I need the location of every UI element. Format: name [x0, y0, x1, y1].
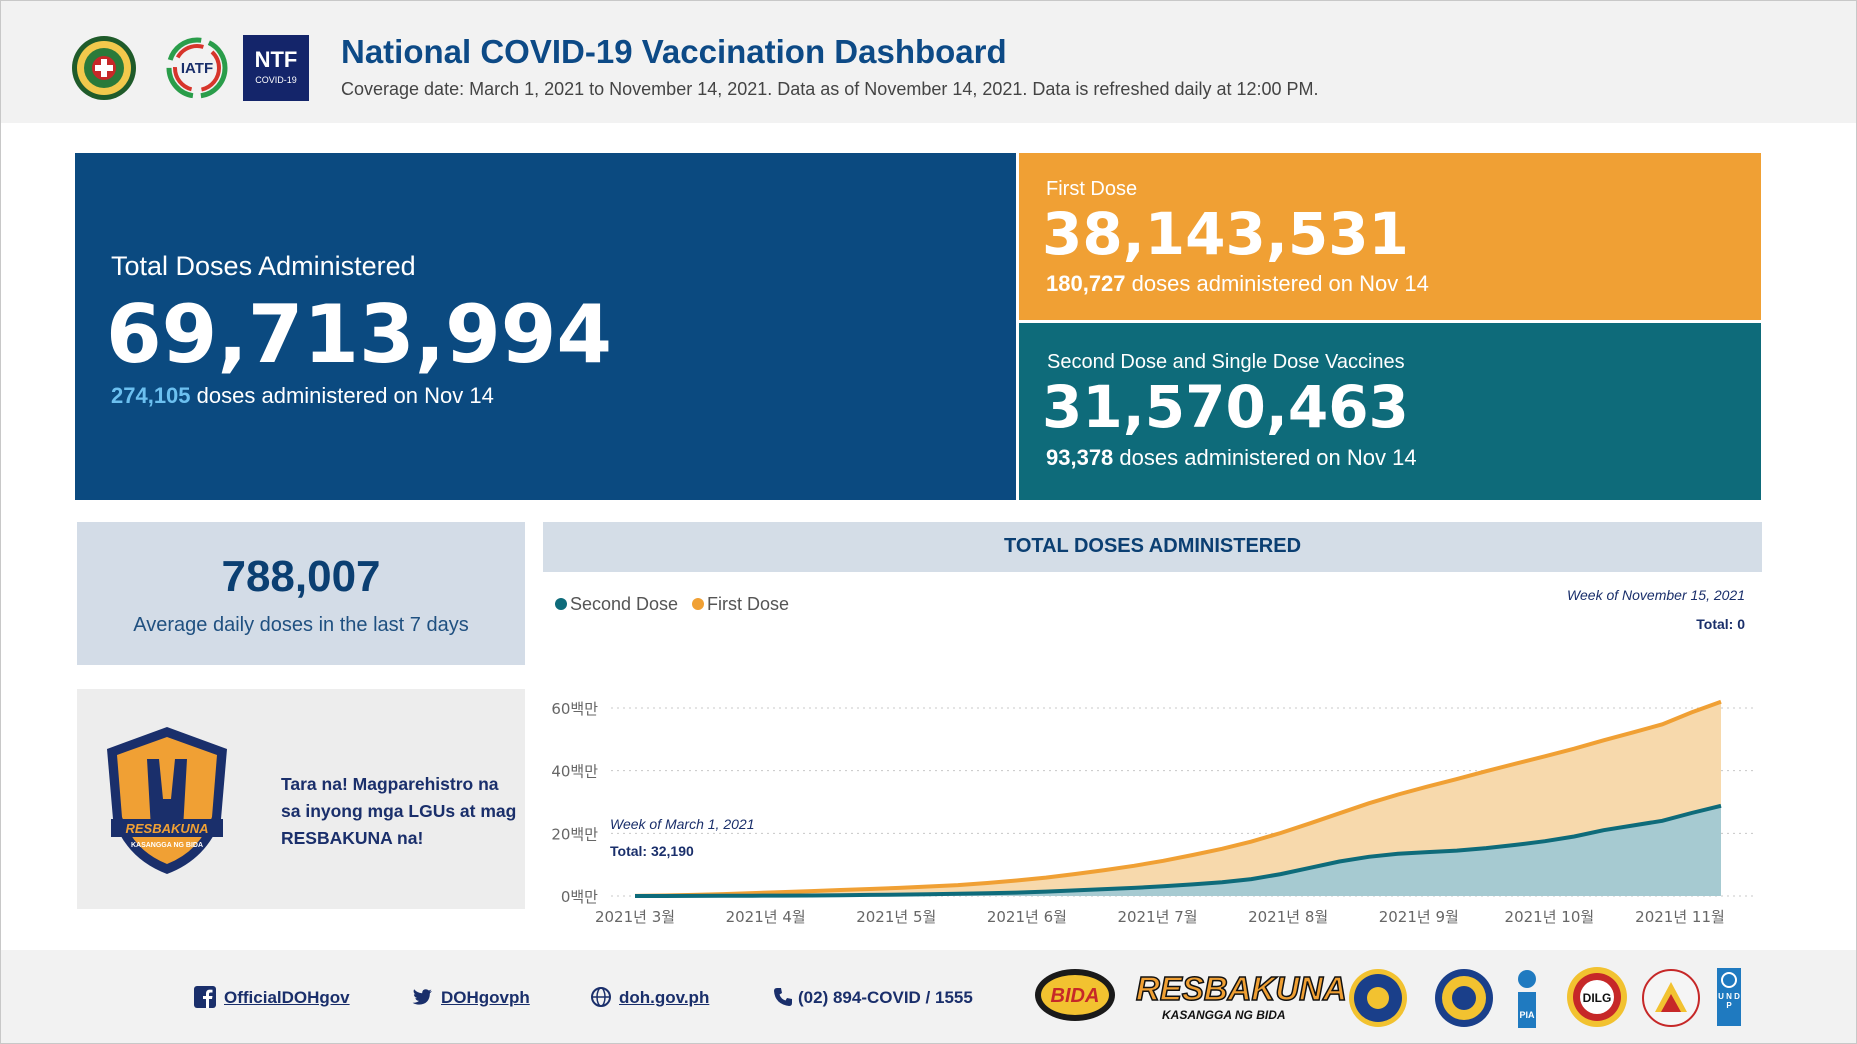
twitter-icon: [412, 989, 432, 1005]
second-dose-daily-suffix: doses administered on Nov 14: [1119, 445, 1417, 470]
x-tick-label: 2021년 4월: [726, 908, 806, 926]
resbakuna-badge-text: RESBAKUNA: [125, 821, 208, 836]
x-tick-label: 2021년 7월: [1117, 908, 1197, 926]
first-dose-value: 38,143,531: [1042, 200, 1409, 268]
first-dose-tile: First Dose 38,143,531 180,727 doses admi…: [1019, 153, 1761, 320]
iatf-logo-text: IATF: [181, 60, 213, 77]
second-dose-daily: 93,378 doses administered on Nov 14: [1046, 445, 1417, 471]
end-annotation-total: Total: 0: [1696, 616, 1745, 632]
first-dose-daily: 180,727 doses administered on Nov 14: [1046, 271, 1429, 297]
undp-logo: U N D P: [1717, 968, 1741, 1026]
vaccination-area-chart: Second Dose First Dose 0백만 20백만 40백만 60백만 2…: [551, 587, 1753, 926]
coverage-date: Coverage date: March 1, 2021 to November…: [341, 79, 1319, 99]
start-annotation-title: Week of March 1, 2021: [610, 816, 754, 832]
bida-logo: BIDA: [1035, 969, 1115, 1021]
x-tick-label: 2021년 9월: [1379, 908, 1459, 926]
chart-title: TOTAL DOSES ADMINISTERED: [543, 522, 1762, 572]
start-annotation-total: Total: 32,190: [610, 843, 694, 859]
legend-first-dose-label: First Dose: [707, 594, 789, 614]
page-title: National COVID-19 Vaccination Dashboard: [341, 33, 1007, 70]
legend-first-dose-marker: [692, 598, 704, 610]
y-tick-label: 0백만: [561, 888, 598, 906]
y-tick-label: 20백만: [551, 825, 598, 843]
twitter-link[interactable]: DOHgovph: [441, 988, 530, 1007]
phone-icon: [774, 988, 792, 1006]
total-doses-daily-count: 274,105: [111, 383, 191, 408]
legend-second-dose-marker: [555, 598, 567, 610]
second-dose-line: [635, 803, 1722, 898]
average-daily-card: 788,007 Average daily doses in the last …: [77, 522, 525, 665]
total-doses-daily: 274,105 doses administered on Nov 14: [111, 383, 494, 409]
doh-seal-logo: [72, 36, 136, 100]
end-annotation-title: Week of November 15, 2021: [1567, 587, 1745, 603]
second-dose-label: Second Dose and Single Dose Vaccines: [1047, 351, 1405, 373]
hotline-number: (02) 894-COVID / 1555: [798, 988, 973, 1007]
pia-logo-bar: [1518, 992, 1536, 1028]
pia-logo-dot: [1518, 970, 1536, 988]
pia-seal-logo: [1435, 969, 1493, 1027]
second-dose-daily-count: 93,378: [1046, 445, 1114, 470]
undp-logo-text: U N D P: [1718, 992, 1740, 1010]
total-doses-value: 69,713,994: [106, 288, 613, 381]
end-annotation: Week of November 15, 2021 Total: 0: [1567, 587, 1745, 632]
first-dose-daily-count: 180,727: [1046, 271, 1126, 296]
first-dose-daily-suffix: doses administered on Nov 14: [1131, 271, 1429, 296]
y-tick-label: 60백만: [551, 700, 598, 718]
first-dose-area: [635, 701, 1721, 896]
undp-globe-mark: [1721, 972, 1737, 988]
pcoo-seal-logo: [1349, 969, 1407, 1027]
x-tick-label: 2021년 10월: [1505, 908, 1595, 926]
ntf-logo-text: NTF: [254, 47, 298, 72]
average-daily-value: 788,007: [221, 552, 381, 601]
facebook-link[interactable]: OfficialDOHgov: [224, 988, 350, 1007]
total-doses-label: Total Doses Administered: [111, 251, 416, 281]
resbakuna-logo-text: RESBAKUNA: [1135, 969, 1347, 1008]
first-dose-label: First Dose: [1046, 178, 1138, 200]
facebook-icon: [194, 986, 216, 1008]
ntf-covid19-logo: NTF COVID-19: [243, 35, 309, 101]
second-dose-area: [635, 805, 1721, 896]
footer: OfficialDOHgov DOHgovph doh.gov.ph (02) …: [1, 950, 1856, 1043]
first-dose-line: [634, 699, 1722, 898]
header: IATF NTF COVID-19 National COVID-19 Vacc…: [1, 1, 1856, 123]
second-dose-tile: Second Dose and Single Dose Vaccines 31,…: [1019, 323, 1761, 500]
website-link[interactable]: doh.gov.ph: [619, 988, 710, 1007]
total-doses-daily-suffix: doses administered on Nov 14: [196, 383, 494, 408]
chart-legend: Second Dose First Dose: [555, 594, 789, 614]
iatf-logo: IATF: [166, 37, 228, 99]
dict-seal-logo: [1642, 969, 1700, 1027]
x-tick-label: 2021년 6월: [987, 908, 1067, 926]
resbakuna-badge-icon: RESBAKUNA KASANGGA NG BIDA: [107, 727, 227, 874]
start-annotation: Week of March 1, 2021 Total: 32,190: [610, 816, 754, 859]
resbakuna-logo-subtext: KASANGGA NG BIDA: [1162, 1008, 1286, 1022]
x-tick-label: 2021년 11월: [1635, 908, 1725, 926]
legend-second-dose-label: Second Dose: [570, 594, 678, 614]
resbakuna-logo: RESBAKUNA KASANGGA NG BIDA: [1135, 966, 1347, 1024]
x-tick-label: 2021년 5월: [856, 908, 936, 926]
resbakuna-promo: RESBAKUNA KASANGGA NG BIDA Tara na! Magp…: [77, 689, 525, 909]
promo-message: Tara na! Magparehistro na sa inyong mga …: [281, 774, 517, 848]
globe-icon: [591, 987, 611, 1007]
ntf-logo-subtext: COVID-19: [255, 75, 297, 85]
resbakuna-badge-subtext: KASANGGA NG BIDA: [131, 842, 203, 849]
y-tick-label: 40백만: [551, 763, 598, 781]
second-dose-value: 31,570,463: [1042, 373, 1409, 441]
dilg-logo-text: DILG: [1583, 991, 1612, 1005]
bida-logo-text: BIDA: [1051, 985, 1100, 1007]
total-doses-tile: Total Doses Administered 69,713,994 274,…: [75, 153, 1016, 500]
x-tick-label: 2021년 8월: [1248, 908, 1328, 926]
average-daily-label: Average daily doses in the last 7 days: [133, 614, 469, 636]
dilg-seal-logo: DILG: [1567, 967, 1627, 1027]
x-tick-label: 2021년 3월: [595, 908, 675, 926]
pia-logo-text: PIA: [1519, 1010, 1535, 1020]
pia-logo: PIA: [1516, 970, 1538, 1028]
